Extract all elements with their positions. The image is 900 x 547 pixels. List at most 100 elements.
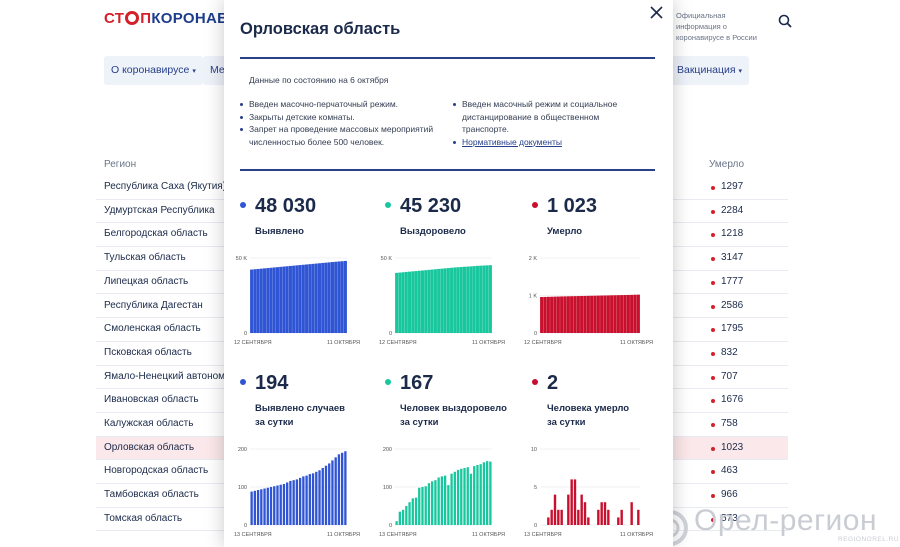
y-tick-label: 2 K xyxy=(529,256,538,262)
chart-bar xyxy=(340,261,344,333)
chart-bar xyxy=(633,294,637,333)
nav-partial-label: Ме xyxy=(210,64,225,76)
y-tick-label: 0 xyxy=(244,523,247,529)
deaths-dot xyxy=(711,186,715,190)
chart-bar xyxy=(453,471,456,525)
chart-bar xyxy=(286,482,289,525)
region-name: Псковская область xyxy=(104,346,192,358)
chart-bar xyxy=(475,265,479,333)
stat-label-line2: за сутки xyxy=(400,417,439,428)
chart-bar xyxy=(543,296,547,333)
chart-bar xyxy=(250,269,254,333)
chart-daily-recovered: 0 100 200 13 СЕНТЯБРЯ 11 ОКТЯБРЯ xyxy=(379,447,505,538)
chart-bar xyxy=(408,271,412,333)
logo-text-part2: П xyxy=(140,10,152,27)
chart-bar xyxy=(256,268,260,333)
chart-bar xyxy=(302,476,305,525)
chart-bar xyxy=(617,517,620,525)
chart-bar xyxy=(433,269,437,333)
region-name: Республика Саха (Якутия) xyxy=(104,181,227,192)
logo-text-part1: СТ xyxy=(104,10,125,27)
deaths-value: 1218 xyxy=(721,228,744,240)
normative-documents-link[interactable]: Нормативные документы xyxy=(462,136,562,147)
chart-bar xyxy=(253,490,257,525)
chart-bar xyxy=(607,509,610,525)
modal-divider-top xyxy=(240,57,655,59)
chart-bar xyxy=(485,461,489,525)
chart-bar xyxy=(472,266,476,333)
region-name: Удмуртская Республика xyxy=(104,204,215,216)
chart-bar xyxy=(414,271,418,333)
chart-bar xyxy=(603,502,607,525)
chart-bar xyxy=(424,270,428,333)
chart-bar xyxy=(324,465,328,525)
chart-bar xyxy=(285,266,289,333)
chart-bar xyxy=(616,295,620,333)
deaths-value: 1795 xyxy=(721,323,744,335)
chart-bar xyxy=(298,265,302,333)
modal-title: Орловская область xyxy=(240,20,401,38)
restriction-item: Закрыты детские комнаты. xyxy=(240,111,440,124)
region-name: Орловская область xyxy=(104,441,195,453)
chart-bar xyxy=(620,295,624,333)
search-icon[interactable] xyxy=(778,14,792,28)
region-name: Томская область xyxy=(104,512,183,524)
chart-bar xyxy=(597,509,600,525)
deaths-value: 3147 xyxy=(721,252,744,264)
y-tick-label: 200 xyxy=(238,447,247,453)
site-logo[interactable]: СТ ПКОРОНАВИ xyxy=(104,10,239,27)
x-start-label: 13 СЕНТЯБРЯ xyxy=(379,532,417,538)
chart-bar xyxy=(482,265,486,333)
nav-vaccination-button[interactable]: Вакцинация ▾ xyxy=(670,56,750,85)
chart-bar xyxy=(401,272,405,333)
chevron-down-icon: ▾ xyxy=(192,68,196,75)
chart-bar xyxy=(292,265,296,333)
chart-bar xyxy=(311,263,315,333)
chart-bar xyxy=(479,464,482,525)
deaths-dot xyxy=(711,351,715,356)
chart-bar xyxy=(606,295,610,333)
chart-bar xyxy=(456,469,460,525)
chart-bar xyxy=(576,296,580,333)
close-icon[interactable] xyxy=(650,6,663,19)
chart-bar xyxy=(630,502,633,525)
chart-bar xyxy=(623,295,627,333)
chart-bar xyxy=(437,268,441,333)
stat-label: Выявлено xyxy=(255,226,304,237)
stat-bullet xyxy=(532,379,538,385)
chart-bar xyxy=(553,296,557,333)
chart-bar xyxy=(566,296,570,333)
stat-bullet xyxy=(240,379,246,385)
chart-bar xyxy=(596,295,600,333)
chevron-down-icon: ▾ xyxy=(738,68,743,75)
stat-value: 167 xyxy=(400,372,434,394)
chart-bar xyxy=(292,480,295,525)
y-tick-label: 0 xyxy=(534,523,537,529)
chart-bar xyxy=(610,295,614,333)
chart-bar xyxy=(260,489,263,525)
nav-vaccination-label: Вакцинация xyxy=(677,64,736,76)
chart-bar xyxy=(334,261,338,333)
stat-label: Умерло xyxy=(547,226,583,237)
chart-bar xyxy=(308,264,312,333)
chart-bar xyxy=(453,267,457,333)
nav-about-button[interactable]: О коронавирусе ▾ xyxy=(104,56,203,85)
restriction-item: Введен масочно-перчаточный режим. xyxy=(240,98,440,111)
column-header-region[interactable]: Регион xyxy=(104,159,137,170)
chart-bar xyxy=(447,485,450,525)
y-tick-label: 50 K xyxy=(381,256,393,262)
chart-bar xyxy=(550,296,554,333)
stat-bullet xyxy=(532,202,538,208)
chart-bar xyxy=(317,263,322,333)
chart-bar xyxy=(331,460,334,525)
chart-bar xyxy=(311,473,315,525)
stat-label: Выявлено случаев xyxy=(255,403,346,414)
column-header-deaths[interactable]: Умерло xyxy=(709,159,745,170)
chart-bar xyxy=(321,468,324,525)
region-name: Калужская область xyxy=(104,418,194,429)
chart-bar xyxy=(279,484,282,525)
restriction-item: Запрет на проведение массовых мероприяти… xyxy=(240,123,440,148)
chart-bar xyxy=(547,517,550,525)
chart-bar xyxy=(266,268,270,333)
chart-bar xyxy=(563,296,567,333)
